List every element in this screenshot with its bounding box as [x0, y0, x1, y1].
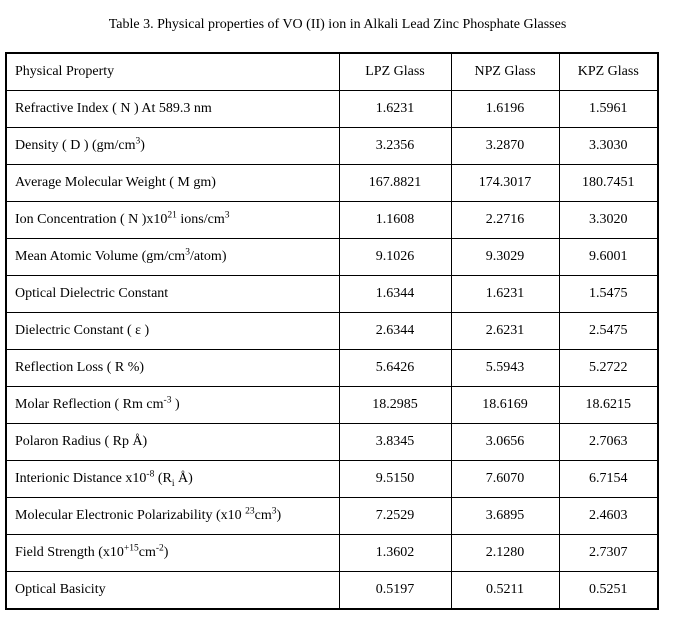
header-npz-glass: NPZ Glass: [450, 52, 560, 91]
table-body: Refractive Index ( N ) At 589.3 nm 1.6231…: [5, 90, 659, 610]
property-cell: Polaron Radius ( Rp Å): [5, 423, 340, 461]
table-row: Density ( D ) (gm/cm3) 3.2356 3.2870 3.3030: [5, 127, 659, 165]
value-cell: 1.1608: [338, 201, 452, 239]
value-cell: 2.6344: [338, 312, 452, 350]
table-row: Molecular Electronic Polarizability (x10…: [5, 497, 659, 535]
value-cell: 1.6231: [450, 275, 560, 313]
value-cell: 180.7451: [558, 164, 659, 202]
value-cell: 18.6169: [450, 386, 560, 424]
value-cell: 6.7154: [558, 460, 659, 498]
properties-table: Physical Property LPZ Glass NPZ Glass KP…: [5, 52, 659, 610]
property-cell: Mean Atomic Volume (gm/cm3/atom): [5, 238, 340, 276]
value-cell: 174.3017: [450, 164, 560, 202]
value-cell: 2.4603: [558, 497, 659, 535]
value-cell: 5.2722: [558, 349, 659, 387]
value-cell: 9.3029: [450, 238, 560, 276]
property-cell: Average Molecular Weight ( M gm): [5, 164, 340, 202]
value-cell: 2.1280: [450, 534, 560, 572]
value-cell: 3.3020: [558, 201, 659, 239]
table-caption: Table 3. Physical properties of VO (II) …: [108, 17, 567, 32]
value-cell: 9.1026: [338, 238, 452, 276]
table-row: Mean Atomic Volume (gm/cm3/atom) 9.1026 9.…: [5, 238, 659, 276]
table-row: Average Molecular Weight ( M gm) 167.8821…: [5, 164, 659, 202]
property-cell: Molar Reflection ( Rm cm-3 ): [5, 386, 340, 424]
value-cell: 1.3602: [338, 534, 452, 572]
value-cell: 0.5211: [450, 571, 560, 610]
value-cell: 3.3030: [558, 127, 659, 165]
value-cell: 2.2716: [450, 201, 560, 239]
value-cell: 7.6070: [450, 460, 560, 498]
value-cell: 18.2985: [338, 386, 452, 424]
header-physical-property: Physical Property: [5, 52, 340, 91]
value-cell: 2.7063: [558, 423, 659, 461]
value-cell: 18.6215: [558, 386, 659, 424]
property-cell: Density ( D ) (gm/cm3): [5, 127, 340, 165]
table-row: Field Strength (x10+15cm-2) 1.3602 2.1280 2…: [5, 534, 659, 572]
value-cell: 7.2529: [338, 497, 452, 535]
value-cell: 5.5943: [450, 349, 560, 387]
value-cell: 0.5251: [558, 571, 659, 610]
table-row: Optical Dielectric Constant 1.6344 1.6231 1…: [5, 275, 659, 313]
value-cell: 3.6895: [450, 497, 560, 535]
value-cell: 5.6426: [338, 349, 452, 387]
table-row: Ion Concentration ( N )x1021 ions/cm3 1.1…: [5, 201, 659, 239]
value-cell: 2.5475: [558, 312, 659, 350]
value-cell: 2.7307: [558, 534, 659, 572]
property-cell: Molecular Electronic Polarizability (x10…: [5, 497, 340, 535]
property-cell: Reflection Loss ( R %): [5, 349, 340, 387]
property-cell: Field Strength (x10+15cm-2): [5, 534, 340, 572]
value-cell: 3.8345: [338, 423, 452, 461]
table-row: Dielectric Constant ( ε ) 2.6344 2.6231 2.5…: [5, 312, 659, 350]
value-cell: 9.6001: [558, 238, 659, 276]
header-row: Physical Property LPZ Glass NPZ Glass KP…: [5, 52, 659, 91]
table-row: Reflection Loss ( R %) 5.6426 5.5943 5.2722: [5, 349, 659, 387]
value-cell: 1.5961: [558, 90, 659, 128]
value-cell: 9.5150: [338, 460, 452, 498]
property-cell: Optical Dielectric Constant: [5, 275, 340, 313]
value-cell: 0.5197: [338, 571, 452, 610]
header-lpz-glass: LPZ Glass: [338, 52, 452, 91]
value-cell: 3.2870: [450, 127, 560, 165]
value-cell: 1.6231: [338, 90, 452, 128]
value-cell: 1.5475: [558, 275, 659, 313]
value-cell: 3.2356: [338, 127, 452, 165]
table-row: Interionic Distance x10-8 (Ri Å) 9.5150 7.…: [5, 460, 659, 498]
property-cell: Dielectric Constant ( ε ): [5, 312, 340, 350]
value-cell: 1.6344: [338, 275, 452, 313]
header-kpz-glass: KPZ Glass: [558, 52, 659, 91]
table-row: Polaron Radius ( Rp Å) 3.8345 3.0656 2.7063: [5, 423, 659, 461]
table-row: Refractive Index ( N ) At 589.3 nm 1.6231…: [5, 90, 659, 128]
table-row: Molar Reflection ( Rm cm-3 ) 18.2985 18.61…: [5, 386, 659, 424]
property-cell: Refractive Index ( N ) At 589.3 nm: [5, 90, 340, 128]
property-cell: Optical Basicity: [5, 571, 340, 610]
property-cell: Interionic Distance x10-8 (Ri Å): [5, 460, 340, 498]
value-cell: 3.0656: [450, 423, 560, 461]
table-row: Optical Basicity 0.5197 0.5211 0.5251: [5, 571, 659, 610]
value-cell: 167.8821: [338, 164, 452, 202]
value-cell: 2.6231: [450, 312, 560, 350]
value-cell: 1.6196: [450, 90, 560, 128]
property-cell: Ion Concentration ( N )x1021 ions/cm3: [5, 201, 340, 239]
